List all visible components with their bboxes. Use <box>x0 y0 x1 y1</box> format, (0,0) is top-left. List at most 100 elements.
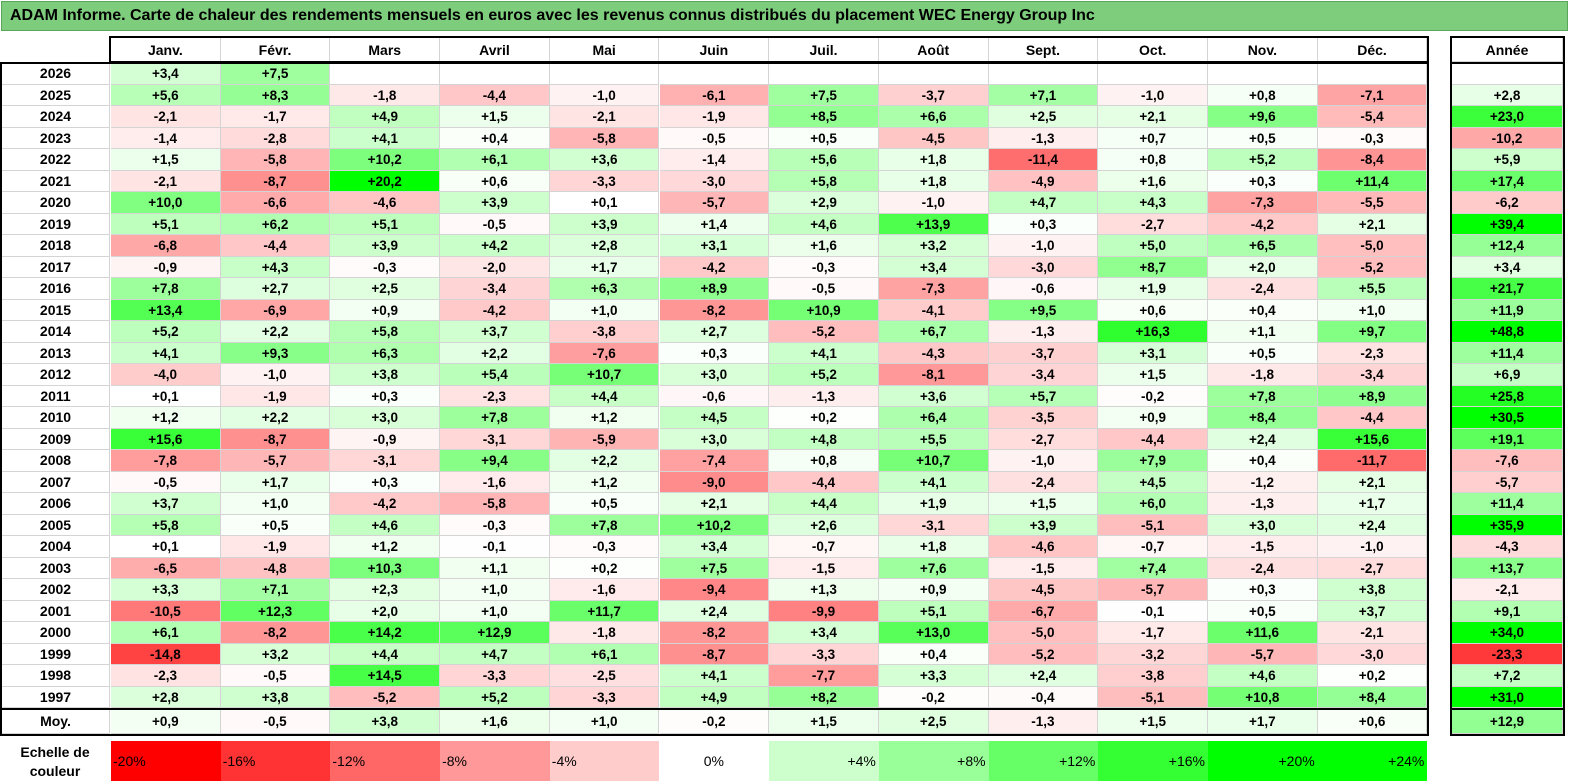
heatmap-cell: +5,6 <box>111 84 221 106</box>
heatmap-cell: +6,4 <box>878 407 989 429</box>
annual-cell: +39,4 <box>1452 213 1563 235</box>
year-label: 2009 <box>2 428 110 450</box>
heatmap-cell: +6,1 <box>111 622 221 644</box>
heatmap-cell: +0,3 <box>330 471 441 493</box>
heatmap-cell: +1,0 <box>1317 299 1428 321</box>
heatmap-cell: -0,6 <box>988 278 1099 300</box>
heatmap-cell: +3,7 <box>1317 600 1428 622</box>
heatmap-cell: +4,9 <box>330 106 441 128</box>
average-cell: -1,3 <box>988 709 1099 734</box>
heatmap-cell: -1,0 <box>1317 536 1428 558</box>
heatmap-cell: -1,8 <box>330 84 441 106</box>
heatmap-cell: -5,8 <box>220 149 331 171</box>
heatmap-cell: +0,5 <box>1208 342 1318 364</box>
heatmap-cell: +1,4 <box>659 213 770 235</box>
heatmap-cell: +5,0 <box>1098 235 1208 257</box>
heatmap-cell: -4,4 <box>440 84 550 106</box>
heatmap-cell: +2,1 <box>1317 213 1428 235</box>
heatmap-cell: +2,3 <box>330 579 441 601</box>
heatmap-cell: -3,1 <box>330 450 441 472</box>
heatmap-cell: +1,0 <box>440 600 550 622</box>
heatmap-cell: -2,1 <box>111 170 221 192</box>
title-bar: ADAM Informe. Carte de chaleur des rende… <box>1 1 1568 31</box>
heatmap-cell: +3,4 <box>111 63 221 85</box>
heatmap-cell: +8,9 <box>1317 385 1428 407</box>
heatmap-cell: -4,4 <box>769 471 879 493</box>
heatmap-cell: -0,3 <box>769 256 879 278</box>
annual-cell: +11,9 <box>1452 299 1563 321</box>
heatmap-cell: +1,7 <box>549 256 660 278</box>
heatmap-cell: -1,0 <box>988 235 1099 257</box>
heatmap-cell: +3,0 <box>659 364 770 386</box>
heatmap-cell: -1,3 <box>988 127 1099 149</box>
heatmap-cell: +0,6 <box>440 170 550 192</box>
heatmap-cell: -8,4 <box>1317 149 1428 171</box>
color-scale-label-line2: couleur <box>29 763 81 779</box>
heatmap-cell: -1,3 <box>988 321 1099 343</box>
heatmap-cell <box>988 63 1099 85</box>
average-cell: +0,9 <box>111 709 221 734</box>
year-label: 2006 <box>2 493 110 515</box>
heatmap-cell: +2,5 <box>988 106 1099 128</box>
heatmap-cell: -5,0 <box>1317 235 1428 257</box>
heatmap-cell: +1,8 <box>878 536 989 558</box>
heatmap-cell: -1,9 <box>659 106 770 128</box>
heatmap-cell: +7,8 <box>549 514 660 536</box>
heatmap-cell: +4,1 <box>878 471 989 493</box>
heatmap-cell: +2,4 <box>1208 428 1318 450</box>
heatmap-cell: -7,8 <box>111 450 221 472</box>
heatmap-cell: +14,5 <box>330 665 441 687</box>
color-scale-step: +4% <box>769 741 879 781</box>
month-header: Juil. <box>769 38 879 62</box>
heatmap-cell: +1,1 <box>440 557 550 579</box>
heatmap-cell: -4,0 <box>111 364 221 386</box>
heatmap-cell: +3,7 <box>111 493 221 515</box>
heatmap-cell: -3,4 <box>988 364 1099 386</box>
heatmap-cell: -6,7 <box>988 600 1099 622</box>
heatmap-cell: -6,5 <box>111 557 221 579</box>
annual-cell: +3,4 <box>1452 256 1563 278</box>
year-label: 2016 <box>2 278 110 300</box>
heatmap-cell: +0,3 <box>1208 170 1318 192</box>
heatmap-cell: -2,3 <box>1317 342 1428 364</box>
heatmap-cell: +3,8 <box>1317 579 1428 601</box>
heatmap-cell: -1,3 <box>769 385 879 407</box>
annual-cell: +2,8 <box>1452 84 1563 106</box>
heatmap-cell: -3,0 <box>988 256 1099 278</box>
heatmap-cell: -5,2 <box>330 686 441 708</box>
heatmap-cell: +0,7 <box>1098 127 1208 149</box>
color-scale-step: +16% <box>1098 741 1208 781</box>
heatmap-cell: -5,8 <box>440 493 550 515</box>
heatmap-cell: -3,1 <box>440 428 550 450</box>
annual-cell: -10,2 <box>1452 127 1563 149</box>
annual-cell: +11,4 <box>1452 493 1563 515</box>
heatmap-cell: +4,4 <box>549 385 660 407</box>
heatmap-cell: -3,0 <box>1317 643 1428 665</box>
heatmap-cell: +11,4 <box>1317 170 1428 192</box>
heatmap-cell: +7,4 <box>1098 557 1208 579</box>
heatmap-cell: +3,8 <box>330 364 441 386</box>
heatmap-cell: +3,9 <box>330 235 441 257</box>
heatmap-cell: +5,1 <box>878 600 989 622</box>
heatmap-cell: -0,1 <box>1098 600 1208 622</box>
heatmap-cell: -4,9 <box>988 170 1099 192</box>
heatmap-cell: +2,4 <box>1317 514 1428 536</box>
heatmap-cell: -4,1 <box>878 299 989 321</box>
year-label: 2018 <box>2 235 110 257</box>
heatmap-cell: -0,5 <box>769 278 879 300</box>
heatmap-cell: +20,2 <box>330 170 441 192</box>
heatmap-cell: +15,6 <box>1317 428 1428 450</box>
heatmap-cell: -2,4 <box>988 471 1099 493</box>
heatmap-cell: -1,8 <box>1208 364 1318 386</box>
heatmap-cell: +8,4 <box>1317 686 1428 708</box>
color-scale-step: +20% <box>1208 741 1318 781</box>
heatmap-cell: +10,3 <box>330 557 441 579</box>
heatmap-cell: -0,9 <box>330 428 441 450</box>
heatmap-cell: -0,5 <box>659 127 770 149</box>
month-header: Janv. <box>111 38 221 62</box>
heatmap-cell: +3,4 <box>878 256 989 278</box>
heatmap-cell: -11,4 <box>988 149 1099 171</box>
heatmap-cell: +5,5 <box>878 428 989 450</box>
year-label: 2022 <box>2 149 110 171</box>
month-header: Août <box>878 38 989 62</box>
